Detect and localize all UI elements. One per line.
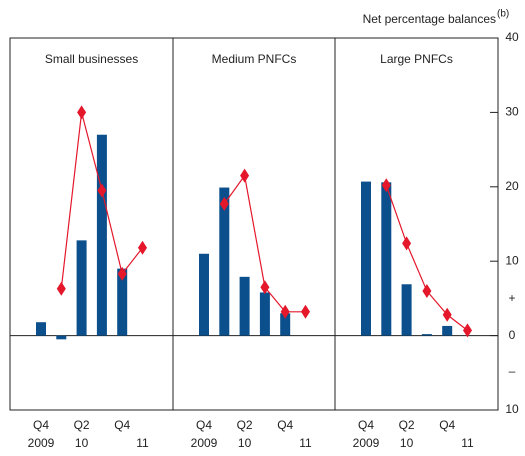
bar [361, 181, 371, 336]
x-year-label: 11 [136, 436, 149, 450]
marker [240, 168, 250, 183]
x-year-label: 2009 [191, 436, 218, 450]
x-tick-label: Q4 [114, 418, 130, 432]
marker [402, 236, 412, 251]
marker [442, 307, 452, 322]
line [385, 185, 468, 331]
y-tick-label: 10 [505, 402, 519, 416]
marker [280, 304, 290, 319]
x-year-label: 11 [461, 436, 474, 450]
bar [401, 284, 412, 336]
bar [381, 182, 392, 336]
bar [199, 253, 209, 336]
x-tick-label: Q2 [399, 418, 415, 432]
bar [76, 240, 87, 336]
x-tick-label: Q4 [33, 418, 49, 432]
marker [422, 283, 432, 298]
bar [421, 334, 432, 336]
bar [117, 268, 128, 336]
y-tick-label: 10 [505, 253, 519, 267]
marker [97, 183, 107, 198]
bar [219, 187, 230, 336]
marker [56, 281, 66, 296]
y-tick-label: 40 [505, 30, 519, 44]
marker [301, 304, 310, 319]
plot-frame [9, 37, 499, 411]
x-year-label: 10 [400, 436, 414, 450]
x-tick-label: Q2 [74, 418, 90, 432]
x-year-label: 2009 [353, 436, 380, 450]
marker [260, 280, 270, 295]
marker [117, 266, 127, 281]
bar [96, 134, 107, 336]
x-tick-label: Q2 [237, 418, 253, 432]
y-axis-label-note: (b) [497, 9, 509, 20]
bar [56, 335, 67, 340]
x-year-label: 10 [238, 436, 252, 450]
marker [77, 105, 87, 120]
bar [280, 313, 291, 336]
bar [259, 292, 270, 336]
y-axis-label: Net percentage balances [363, 12, 496, 26]
y-tick-label: 30 [505, 105, 519, 119]
panel-title: Medium PNFCs [212, 52, 297, 66]
marker [138, 240, 147, 255]
y-tick-label: 20 [505, 179, 519, 193]
x-year-label: 2009 [28, 436, 55, 450]
y-tick-label: 0 [509, 328, 516, 342]
bar [239, 276, 250, 336]
x-tick-label: Q4 [358, 418, 374, 432]
positive-sign: + [508, 291, 515, 305]
x-year-label: 10 [75, 436, 89, 450]
x-year-label: 11 [299, 436, 312, 450]
marker [381, 178, 391, 193]
panel-title: Small businesses [45, 52, 138, 66]
marker [463, 323, 472, 338]
panel-title: Large PNFCs [380, 52, 453, 66]
bar [36, 322, 46, 336]
marker [219, 196, 229, 211]
x-tick-label: Q4 [439, 418, 455, 432]
bar [442, 325, 453, 336]
x-tick-label: Q4 [196, 418, 212, 432]
x-tick-label: Q4 [277, 418, 293, 432]
negative-sign: – [509, 364, 516, 378]
